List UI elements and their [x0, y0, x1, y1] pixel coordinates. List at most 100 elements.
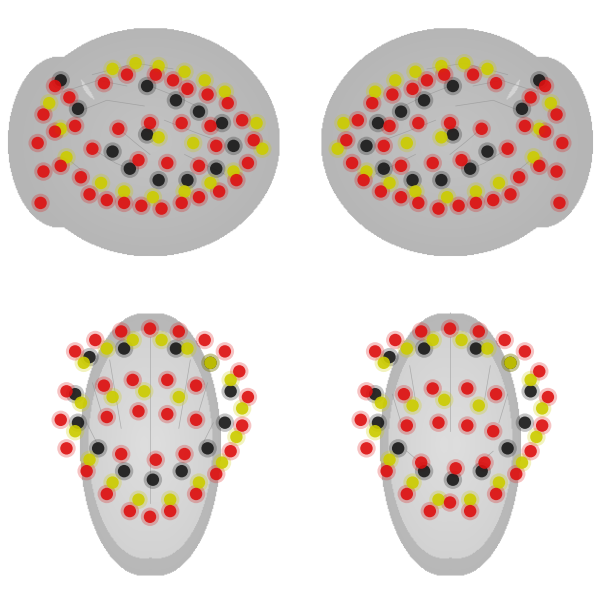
- Point: [119, 198, 129, 208]
- Point: [206, 358, 215, 368]
- Point: [194, 478, 204, 487]
- Point: [174, 327, 184, 336]
- Point: [232, 175, 241, 185]
- Point: [70, 347, 80, 356]
- Point: [514, 172, 524, 182]
- Point: [413, 198, 423, 208]
- Point: [402, 489, 412, 499]
- Point: [220, 87, 230, 96]
- Point: [480, 458, 490, 467]
- Point: [419, 96, 429, 105]
- Point: [385, 121, 394, 131]
- Point: [177, 466, 187, 476]
- Point: [546, 99, 556, 108]
- Point: [116, 449, 126, 459]
- Point: [428, 335, 437, 345]
- Point: [203, 444, 212, 453]
- Point: [88, 144, 97, 153]
- Point: [396, 161, 406, 170]
- Point: [163, 158, 172, 168]
- Point: [85, 189, 94, 199]
- Point: [466, 495, 475, 504]
- Point: [388, 90, 397, 99]
- Point: [85, 189, 94, 199]
- Point: [546, 99, 556, 108]
- Point: [203, 90, 212, 99]
- Point: [419, 466, 429, 476]
- Point: [200, 75, 209, 85]
- Point: [445, 324, 455, 333]
- Point: [517, 104, 527, 113]
- Point: [122, 70, 132, 80]
- Point: [122, 70, 132, 80]
- Point: [526, 375, 535, 385]
- Point: [191, 381, 201, 390]
- Point: [362, 167, 371, 176]
- Point: [526, 447, 535, 456]
- Point: [526, 93, 535, 102]
- Point: [154, 61, 163, 71]
- Point: [82, 466, 91, 476]
- Point: [65, 93, 74, 102]
- Point: [482, 147, 492, 156]
- Point: [177, 198, 187, 208]
- Point: [134, 156, 143, 165]
- Point: [413, 198, 423, 208]
- Point: [125, 506, 134, 516]
- Point: [163, 375, 172, 385]
- Point: [168, 75, 178, 85]
- Point: [62, 153, 71, 162]
- Point: [520, 347, 530, 356]
- Point: [174, 327, 184, 336]
- Point: [70, 426, 80, 436]
- Point: [119, 466, 129, 476]
- Point: [437, 61, 446, 71]
- Point: [38, 167, 48, 176]
- Point: [206, 358, 215, 368]
- Point: [396, 192, 406, 202]
- Point: [62, 444, 71, 453]
- Point: [474, 401, 484, 410]
- Point: [180, 67, 190, 77]
- Point: [463, 421, 472, 430]
- Point: [148, 192, 158, 202]
- Point: [73, 418, 83, 428]
- Point: [116, 449, 126, 459]
- Point: [402, 421, 412, 430]
- Point: [131, 58, 140, 68]
- Point: [73, 418, 83, 428]
- Point: [385, 455, 394, 465]
- Point: [526, 387, 535, 396]
- Point: [180, 187, 190, 196]
- Point: [194, 161, 204, 170]
- Point: [206, 358, 215, 368]
- Point: [229, 141, 238, 151]
- Point: [65, 93, 74, 102]
- Point: [503, 144, 512, 153]
- Point: [448, 81, 458, 91]
- Point: [79, 358, 89, 368]
- Point: [526, 387, 535, 396]
- Point: [540, 127, 550, 137]
- Point: [370, 87, 380, 96]
- Point: [142, 129, 152, 139]
- Point: [540, 127, 550, 137]
- Point: [257, 144, 267, 153]
- Point: [188, 138, 198, 148]
- Point: [437, 61, 446, 71]
- Point: [220, 418, 230, 428]
- Point: [243, 392, 253, 402]
- Point: [517, 458, 527, 467]
- Point: [370, 426, 380, 436]
- Point: [506, 189, 515, 199]
- Point: [353, 115, 362, 125]
- Point: [362, 141, 371, 151]
- Point: [506, 358, 515, 368]
- Point: [50, 81, 60, 91]
- Point: [503, 444, 512, 453]
- Point: [177, 466, 187, 476]
- Point: [76, 398, 86, 407]
- Point: [128, 375, 137, 385]
- Point: [238, 115, 247, 125]
- Point: [102, 489, 112, 499]
